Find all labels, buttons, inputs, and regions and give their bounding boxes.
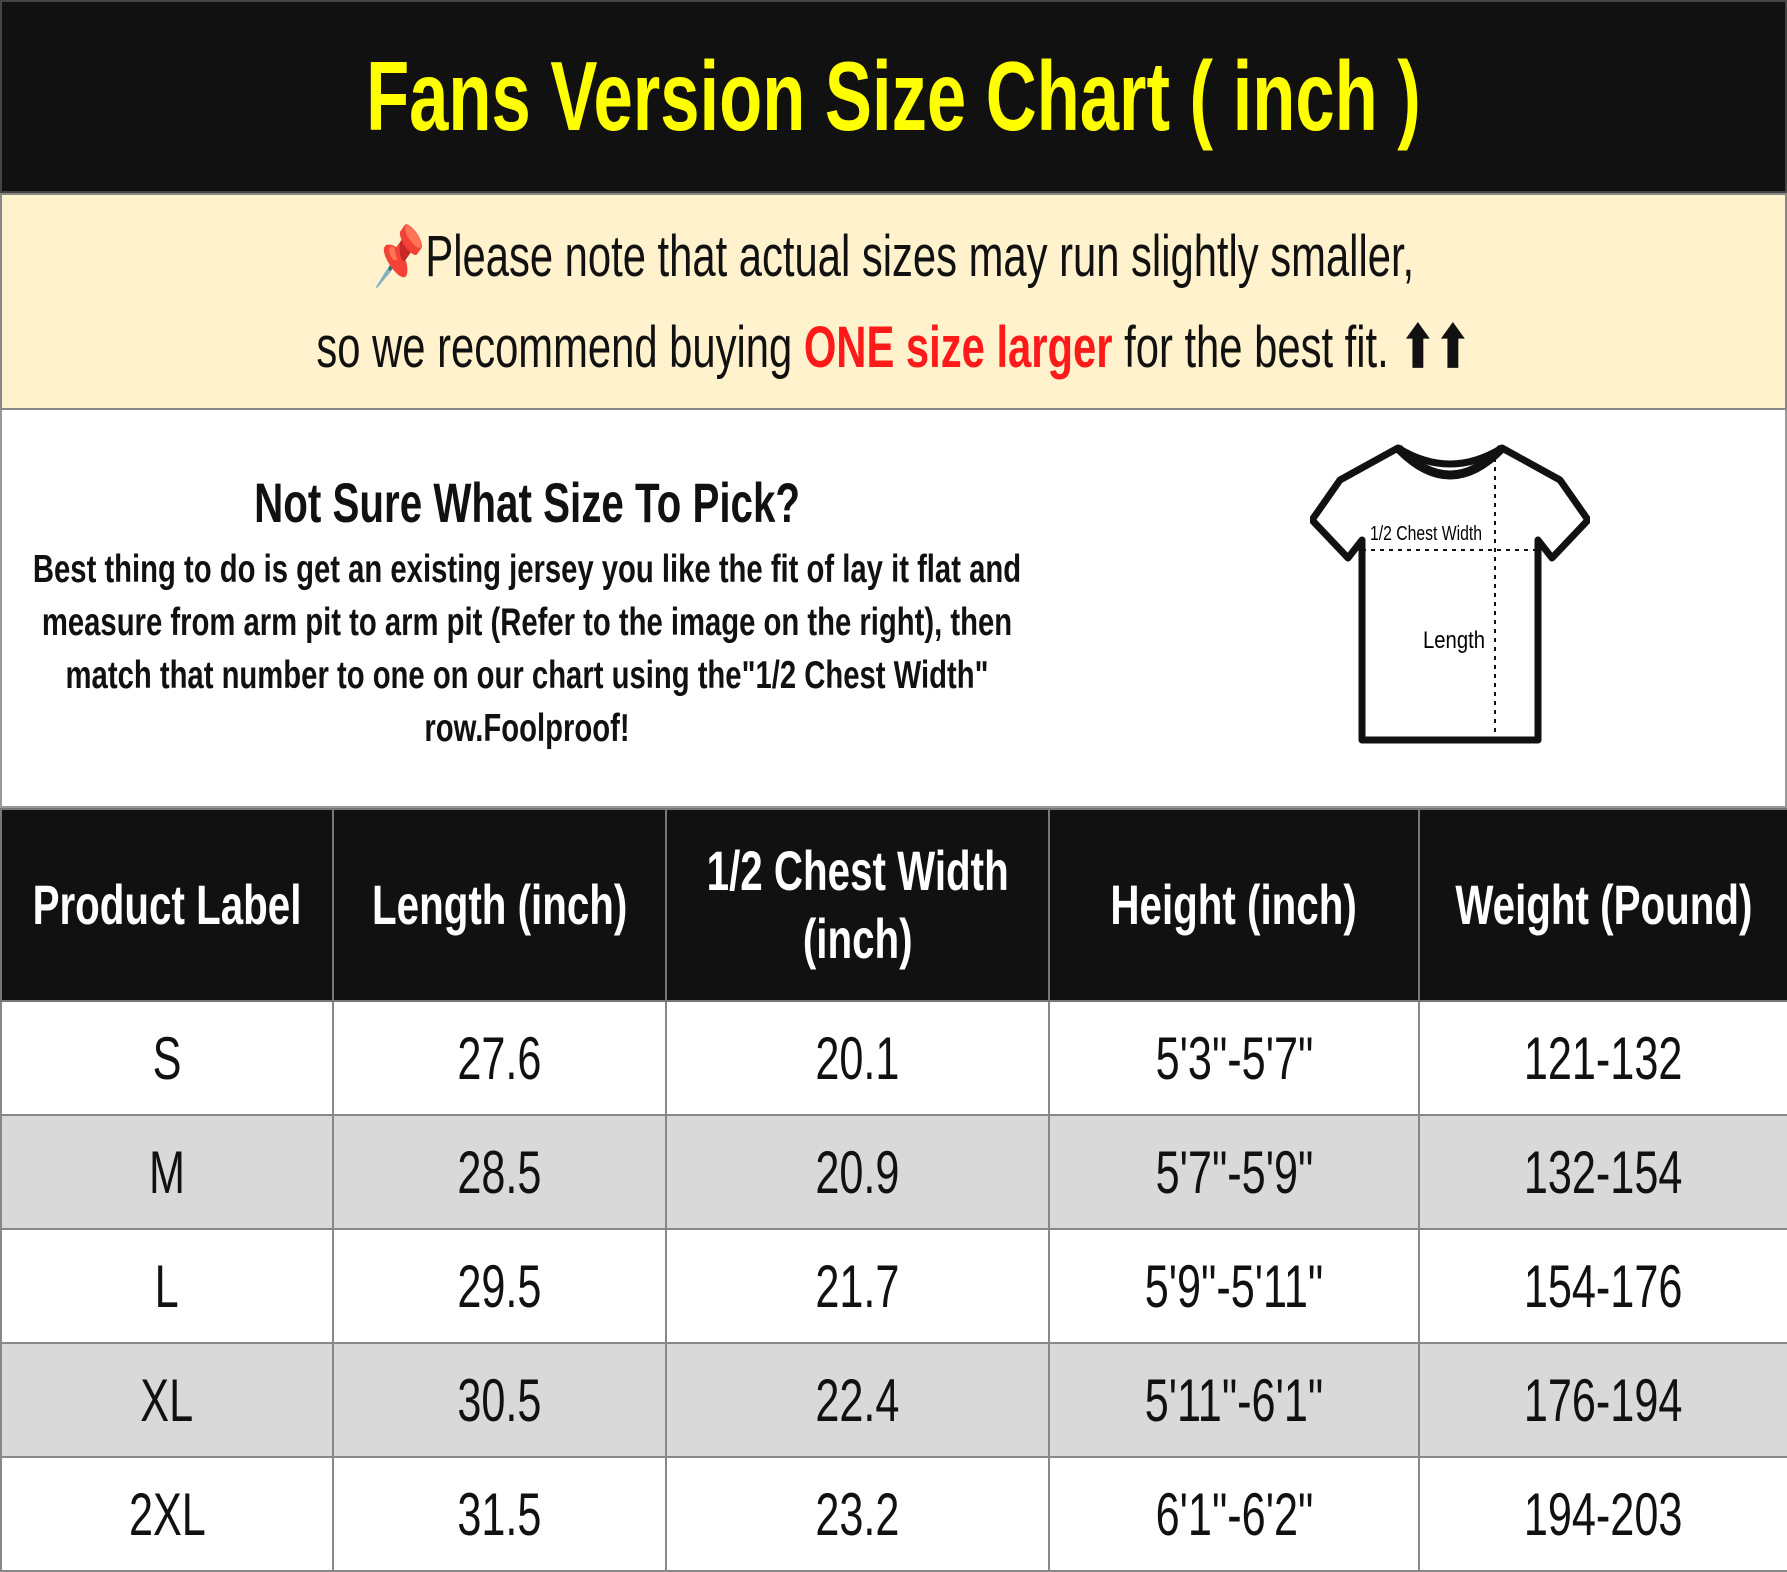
cell-height: 5'11"-6'1" [1048, 1342, 1420, 1458]
cell-height: 5'9"-5'11" [1048, 1228, 1420, 1344]
tshirt-diagram: 1/2 Chest Width Length [1310, 444, 1590, 744]
cell-value: 30.5 [457, 1366, 542, 1434]
cell-value: 2XL [128, 1480, 206, 1548]
table-row: S 27.6 20.1 5'3"-5'7" 121-132 [0, 1000, 1787, 1116]
column-header-text: 1/2 Chest Width (inch) [706, 839, 1009, 970]
length-label: Length [1423, 627, 1485, 654]
cell-value: 22.4 [815, 1366, 900, 1434]
cell-chest-width: 23.2 [665, 1456, 1050, 1572]
notice-highlight: ONE size larger [803, 314, 1113, 380]
cell-value: 5'11"-6'1" [1144, 1366, 1324, 1434]
column-header-length: Length (inch) [332, 808, 667, 1002]
cell-value: 5'7"-5'9" [1155, 1138, 1313, 1206]
cell-value: 31.5 [457, 1480, 542, 1548]
column-header-text: Weight (Pound) [1454, 873, 1753, 936]
sizing-help: Not Sure What Size To Pick? Best thing t… [0, 410, 1787, 808]
cell-value: M [148, 1138, 185, 1206]
cell-value: S [152, 1024, 182, 1092]
cell-weight: 121-132 [1418, 1000, 1787, 1116]
up-arrows-icon: ⬆⬆ [1400, 314, 1471, 380]
notice-line1: Please note that actual sizes may run sl… [425, 223, 1414, 289]
cell-chest-width: 20.9 [665, 1114, 1050, 1230]
pushpin-icon: 📌 [373, 223, 426, 289]
cell-product-label: L [0, 1228, 334, 1344]
cell-value: 5'3"-5'7" [1155, 1024, 1313, 1092]
cell-length: 27.6 [332, 1000, 667, 1116]
column-header-text: Length (inch) [371, 873, 628, 936]
table-row: L 29.5 21.7 5'9"-5'11" 154-176 [0, 1228, 1787, 1344]
cell-value: L [154, 1252, 180, 1320]
cell-value: 176-194 [1524, 1366, 1683, 1434]
cell-length: 28.5 [332, 1114, 667, 1230]
cell-value: 29.5 [457, 1252, 542, 1320]
cell-value: 154-176 [1524, 1252, 1683, 1320]
size-table: Product Label Length (inch) 1/2 Chest Widt… [0, 808, 1787, 1572]
cell-value: 28.5 [457, 1138, 542, 1206]
column-header-text: Height (inch) [1110, 873, 1358, 936]
info-heading: Not Sure What Size To Pick? [254, 471, 800, 534]
cell-height: 5'3"-5'7" [1048, 1000, 1420, 1116]
table-row: M 28.5 20.9 5'7"-5'9" 132-154 [0, 1114, 1787, 1230]
cell-length: 30.5 [332, 1342, 667, 1458]
notice-line2-after: for the best fit. [1112, 314, 1389, 380]
cell-chest-width: 22.4 [665, 1342, 1050, 1458]
cell-value: 20.9 [815, 1138, 900, 1206]
notice-line2-before: so we recommend buying [316, 314, 804, 380]
cell-value: 6'1"-6'2" [1155, 1480, 1313, 1548]
title-bar: Fans Version Size Chart ( inch ) [0, 0, 1787, 193]
column-header-chest-width: 1/2 Chest Width (inch) [665, 808, 1050, 1002]
tshirt-collar [1394, 444, 1506, 480]
column-header-weight: Weight (Pound) [1418, 808, 1787, 1002]
table-row: XL 30.5 22.4 5'11"-6'1" 176-194 [0, 1342, 1787, 1458]
cell-value: 194-203 [1524, 1480, 1683, 1548]
cell-weight: 176-194 [1418, 1342, 1787, 1458]
cell-value: 20.1 [815, 1024, 900, 1092]
column-header-height: Height (inch) [1048, 808, 1420, 1002]
cell-value: 5'9"-5'11" [1144, 1252, 1324, 1320]
table-header-row: Product Label Length (inch) 1/2 Chest Widt… [0, 808, 1787, 1002]
cell-product-label: XL [0, 1342, 334, 1458]
cell-chest-width: 20.1 [665, 1000, 1050, 1116]
cell-product-label: M [0, 1114, 334, 1230]
column-header-text: Product Label [32, 873, 302, 936]
cell-value: 23.2 [815, 1480, 900, 1548]
cell-weight: 194-203 [1418, 1456, 1787, 1572]
cell-product-label: S [0, 1000, 334, 1116]
cell-value: 21.7 [815, 1252, 900, 1320]
cell-length: 29.5 [332, 1228, 667, 1344]
cell-product-label: 2XL [0, 1456, 334, 1572]
size-notice: 📌Please note that actual sizes may run s… [0, 193, 1787, 410]
cell-value: 121-132 [1524, 1024, 1683, 1092]
cell-value: 132-154 [1524, 1138, 1683, 1206]
cell-value: XL [140, 1366, 194, 1434]
cell-chest-width: 21.7 [665, 1228, 1050, 1344]
cell-weight: 154-176 [1418, 1228, 1787, 1344]
cell-value: 27.6 [457, 1024, 542, 1092]
tshirt-outline [1310, 444, 1590, 744]
cell-weight: 132-154 [1418, 1114, 1787, 1230]
chest-label: 1/2 Chest Width [1370, 523, 1482, 545]
table-row: 2XL 31.5 23.2 6'1"-6'2" 194-203 [0, 1456, 1787, 1572]
cell-length: 31.5 [332, 1456, 667, 1572]
cell-height: 6'1"-6'2" [1048, 1456, 1420, 1572]
column-header-product-label: Product Label [0, 808, 334, 1002]
info-body: Best thing to do is get an existing jers… [32, 548, 1022, 750]
cell-height: 5'7"-5'9" [1048, 1114, 1420, 1230]
page-title: Fans Version Size Chart ( inch ) [366, 41, 1421, 151]
